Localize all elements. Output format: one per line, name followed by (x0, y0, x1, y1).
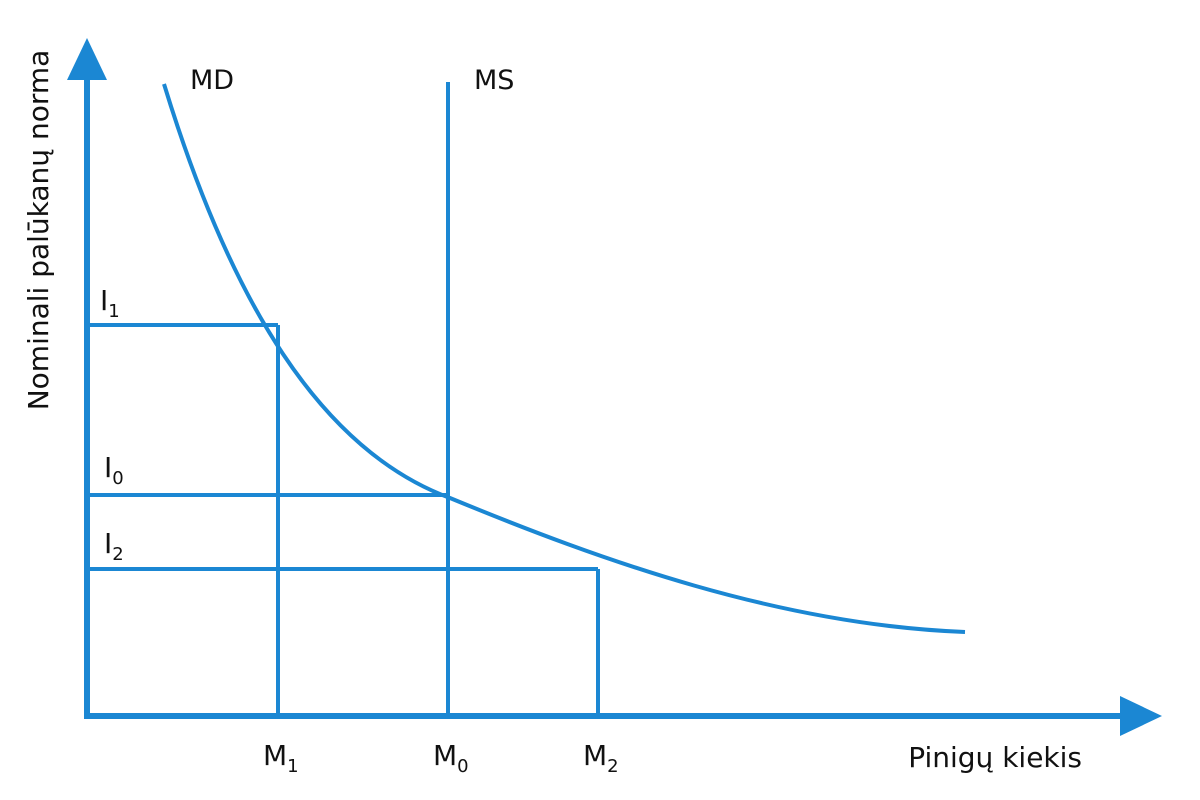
y-axis-arrow (67, 38, 107, 80)
m1-label: M1 (263, 739, 299, 777)
ms-label: MS (474, 65, 514, 96)
x-axis-arrow (1120, 696, 1162, 736)
m0-label-sub: 0 (457, 756, 468, 777)
i1-label: I1 (100, 284, 120, 322)
m2-label-sub: 2 (607, 756, 618, 777)
i0-label: I0 (104, 451, 124, 489)
m0-label-base: M (433, 739, 457, 772)
i0-label-base: I (104, 451, 112, 484)
i2-label-sub: 2 (112, 544, 123, 565)
md-label: MD (190, 65, 234, 96)
m1-label-base: M (263, 739, 287, 772)
i2-label: I2 (104, 527, 124, 565)
i2-label-base: I (104, 527, 112, 560)
i0-label-sub: 0 (112, 468, 123, 489)
m1-label-sub: 1 (287, 756, 298, 777)
x-axis-title: Pinigų kiekis (908, 741, 1082, 774)
money-demand-curve (162, 83, 966, 634)
m0-label: M0 (433, 739, 469, 777)
m2-label-base: M (583, 739, 607, 772)
m2-label: M2 (583, 739, 619, 777)
i1-label-sub: 1 (108, 301, 119, 322)
y-axis-title: Nominali palūkanų norma (22, 50, 55, 411)
i1-label-base: I (100, 284, 108, 317)
